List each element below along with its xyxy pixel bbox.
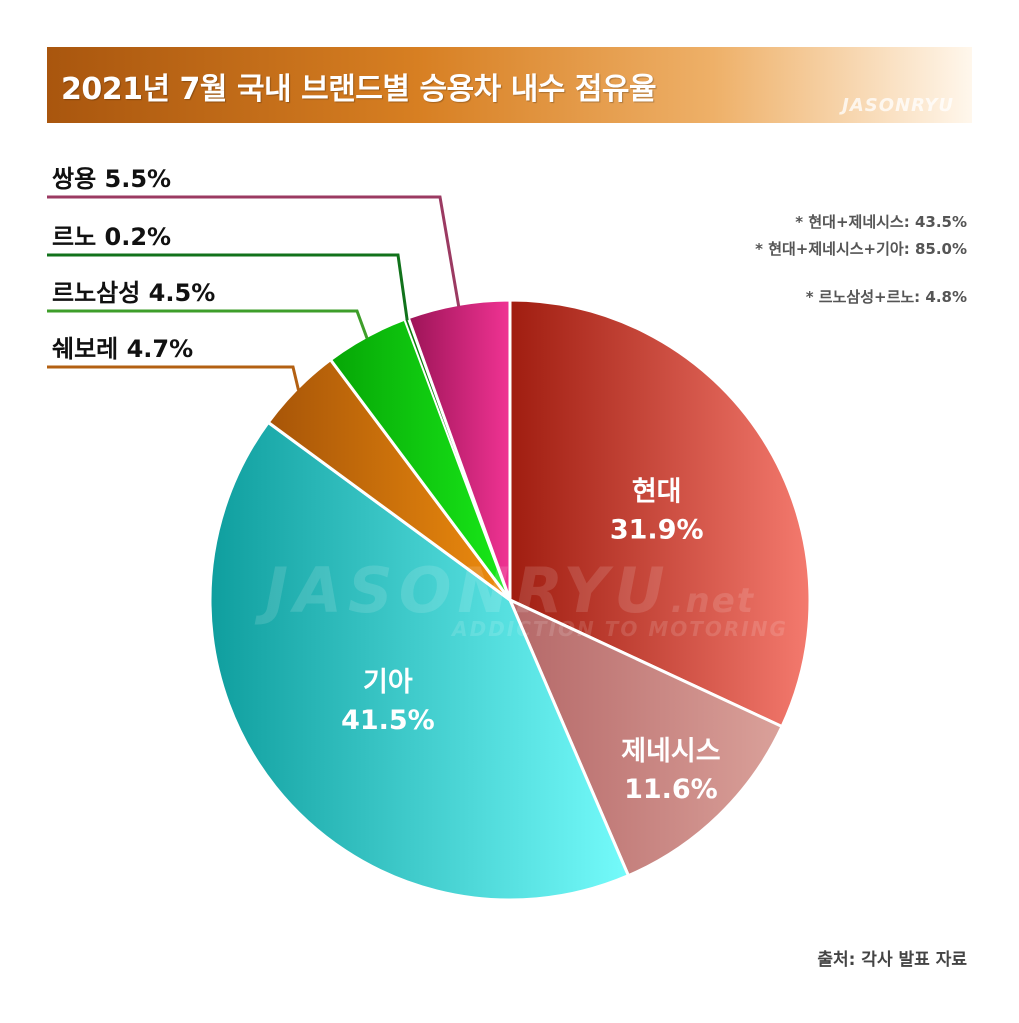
slice-label-0: 현대	[632, 477, 682, 508]
title-bar: 2021년 7월 국내 브랜드별 승용차 내수 점유율 JASONRYU	[47, 47, 972, 123]
note-renault: * 르노삼성+르노: 4.8%	[805, 288, 967, 306]
slice-label-1: 제네시스	[621, 736, 720, 767]
slice-value-2: 41.5%	[341, 705, 435, 736]
note-hyundai-genesis: * 현대+제네시스: 43.5%	[795, 213, 967, 231]
page-title: 2021년 7월 국내 브랜드별 승용차 내수 점유율	[61, 72, 657, 107]
slice-label-2: 기아	[363, 667, 413, 698]
callout-line-5	[47, 253, 409, 321]
slice-0	[508, 298, 812, 729]
chart-watermark-tagline: ADDICTION TO MOTORING	[450, 617, 788, 641]
callout-label-4: 르노삼성 4.5%	[52, 279, 215, 307]
chart-watermark: JASONRYU.net	[254, 554, 755, 627]
header-watermark: JASONRYU	[842, 95, 954, 116]
callout-label-3: 쉐보레 4.7%	[52, 335, 193, 363]
slice-2	[208, 420, 631, 902]
note-hyundai-genesis-kia: * 현대+제네시스+기아: 85.0%	[755, 240, 967, 258]
callout-line-3	[47, 365, 300, 391]
callout-label-6: 쌍용 5.5%	[52, 165, 171, 193]
source-note: 출처: 각사 발표 자료	[817, 950, 967, 970]
slice-value-0: 31.9%	[610, 515, 704, 546]
slice-1	[507, 596, 784, 878]
slice-value-1: 11.6%	[624, 774, 718, 805]
callout-line-6	[47, 195, 461, 307]
callout-line-4	[47, 309, 369, 340]
callout-label-5: 르노 0.2%	[52, 223, 171, 251]
